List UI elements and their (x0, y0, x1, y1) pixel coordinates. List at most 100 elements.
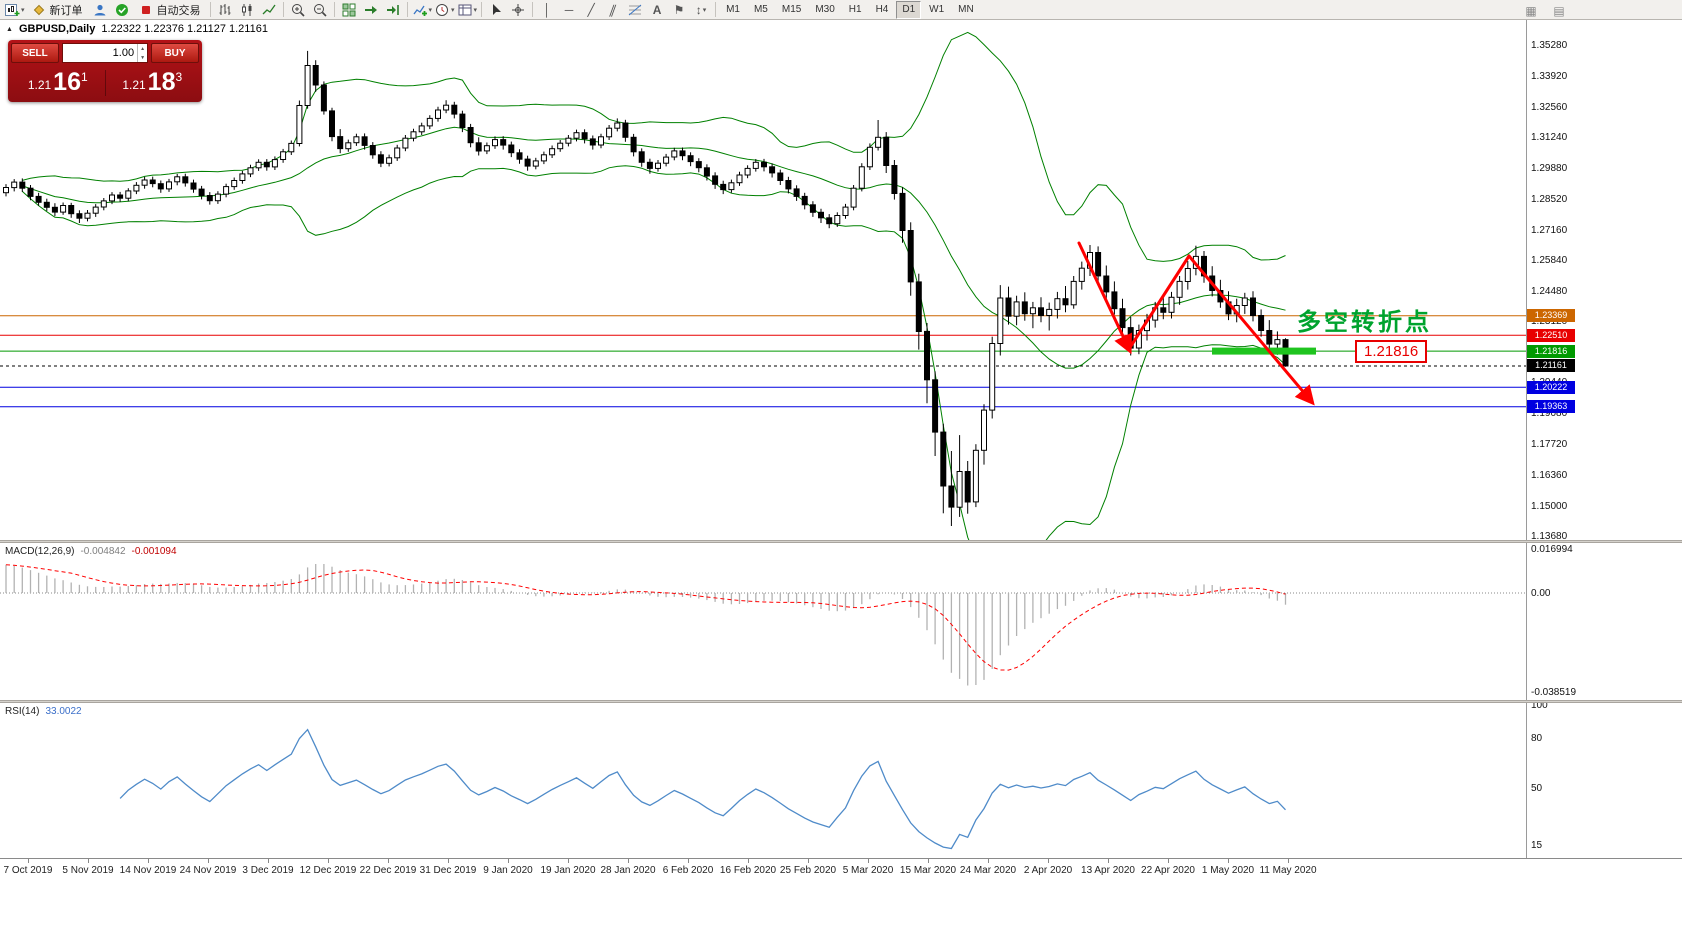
templates-button[interactable]: ▾ (456, 0, 479, 20)
fibonacci-button[interactable] (624, 0, 646, 20)
toolbar-extra-button[interactable]: ▤ (1548, 1, 1570, 21)
crosshair-icon (512, 3, 525, 16)
pane-splitter[interactable] (0, 700, 1682, 703)
date-tick (208, 859, 209, 863)
date-tick (748, 859, 749, 863)
date-tick (1168, 859, 1169, 863)
channel-button[interactable]: ∥ (602, 0, 624, 20)
sell-button[interactable]: SELL (11, 43, 59, 63)
timeframe-buttons: M1 M5 M15 M30 H1 H4 D1 W1 MN (719, 0, 981, 19)
date-axis[interactable]: 7 Oct 2019 5 Nov 2019 14 Nov 2019 24 Nov 20… (0, 858, 1682, 883)
date-label: 28 Jan 2020 (600, 865, 656, 876)
date-tick (328, 859, 329, 863)
volume-down-icon[interactable]: ▼ (140, 54, 146, 61)
tile-windows-button[interactable] (338, 0, 360, 20)
line-chart-button[interactable] (258, 0, 280, 20)
periods-button[interactable]: ▾ (433, 0, 456, 20)
price-axis-border (1526, 20, 1527, 858)
volume-spinner: ▲ ▼ (137, 44, 147, 62)
line-chart-icon (262, 4, 276, 14)
autotrading-button[interactable]: 自动交易 (133, 1, 207, 19)
macd-signal-value: -0.001094 (131, 546, 177, 557)
timeframe-m5[interactable]: M5 (753, 4, 768, 15)
toolbar: ▾ 新订单 自动交易 ▾ ▾ ▾ │ (0, 0, 1682, 20)
toolbar-separator (333, 2, 335, 17)
timeframe-d1[interactable]: D1 (896, 0, 922, 19)
arrows-icon: ↕ (695, 2, 702, 17)
date-tick (1108, 859, 1109, 863)
price-scale-label: 1.28520 (1531, 193, 1568, 205)
date-label: 15 Mar 2020 (899, 865, 957, 876)
macd-canvas[interactable] (0, 543, 1682, 700)
mql-community-button[interactable] (111, 0, 133, 20)
main-chart-canvas[interactable] (0, 20, 1682, 540)
chart-shift-icon (386, 4, 399, 15)
date-label: 11 May 2020 (1259, 865, 1317, 876)
price-tag: 1.23369 (1527, 309, 1575, 323)
buy-button[interactable]: BUY (151, 43, 199, 63)
ask-price[interactable]: 1.21 18 3 (106, 70, 200, 95)
price-tag: 1.21816 (1527, 344, 1575, 358)
macd-scale-label: -0.038519 (1531, 687, 1577, 699)
pane-splitter[interactable] (0, 540, 1682, 543)
bid-price[interactable]: 1.21 16 1 (11, 70, 105, 95)
candlestick-chart-icon (241, 3, 252, 16)
price-tag: 1.21161 (1527, 359, 1575, 373)
bid-pip-digit: 1 (80, 70, 88, 84)
toolbar-extra-icon: ▦ (1525, 4, 1537, 18)
toolbar-separator (715, 2, 717, 17)
volume-up-icon[interactable]: ▲ (140, 45, 146, 52)
timeframe-m1[interactable]: M1 (726, 4, 740, 15)
date-label: 22 Apr 2020 (1141, 865, 1195, 876)
arrows-button[interactable]: ↕ ▾ (690, 0, 712, 20)
indicators-button[interactable]: ▾ (411, 0, 434, 20)
zoom-in-button[interactable] (287, 0, 309, 20)
dropdown-icon: ▾ (473, 6, 478, 14)
timeframe-w1[interactable]: W1 (929, 4, 945, 15)
volume-field: ▲ ▼ (62, 43, 148, 63)
chart-shift-button[interactable] (382, 0, 404, 20)
auto-scroll-button[interactable] (360, 0, 382, 20)
fibonacci-icon (628, 4, 642, 15)
toolbar-separator (282, 2, 284, 17)
macd-label: MACD(12,26,9) -0.004842 -0.001094 (5, 546, 177, 557)
price-scale-label: 1.31240 (1531, 131, 1568, 143)
volume-input[interactable] (63, 44, 138, 62)
cursor-button[interactable] (485, 0, 507, 20)
new-order-button[interactable]: 新订单 (26, 1, 89, 19)
price-tag: 1.20222 (1527, 380, 1575, 394)
date-label: 3 Dec 2019 (242, 865, 294, 876)
rsi-scale-label: 50 (1531, 782, 1543, 794)
horizontal-line-button[interactable]: ─ (558, 0, 580, 20)
price-callout-annotation: 1.21816 (1355, 340, 1428, 363)
support-highlight (1212, 347, 1316, 355)
date-tick (808, 859, 809, 863)
label-button[interactable]: ⚑ (668, 0, 690, 20)
toolbar-extra-button[interactable]: ▦ (1520, 1, 1542, 21)
tile-windows-icon (342, 3, 356, 16)
timeframe-h4[interactable]: H4 (875, 4, 889, 15)
new-chart-button[interactable]: ▾ (3, 0, 26, 20)
text-button[interactable]: A (646, 0, 668, 20)
timeframe-h1[interactable]: H1 (848, 4, 862, 15)
trendline-button[interactable]: ╱ (580, 0, 602, 20)
toolbar-separator (481, 2, 483, 17)
rsi-canvas[interactable] (0, 703, 1682, 858)
zoom-out-icon (313, 3, 327, 17)
timeframe-m30[interactable]: M30 (815, 4, 835, 15)
macd-name: MACD(12,26,9) (5, 546, 75, 557)
profile-button[interactable] (89, 0, 111, 20)
crosshair-button[interactable] (507, 0, 529, 20)
date-tick (868, 859, 869, 863)
timeframe-m15[interactable]: M15 (781, 4, 802, 15)
vertical-line-button[interactable]: │ (536, 0, 558, 20)
auto-scroll-icon (364, 5, 377, 14)
candlestick-chart-button[interactable] (236, 0, 258, 20)
date-label: 2 Apr 2020 (1023, 865, 1073, 876)
price-scale-label: 1.35280 (1531, 40, 1568, 51)
date-tick (508, 859, 509, 863)
bar-chart-button[interactable] (214, 0, 236, 20)
zoom-out-button[interactable] (309, 0, 331, 20)
timeframe-mn[interactable]: MN (958, 4, 974, 15)
